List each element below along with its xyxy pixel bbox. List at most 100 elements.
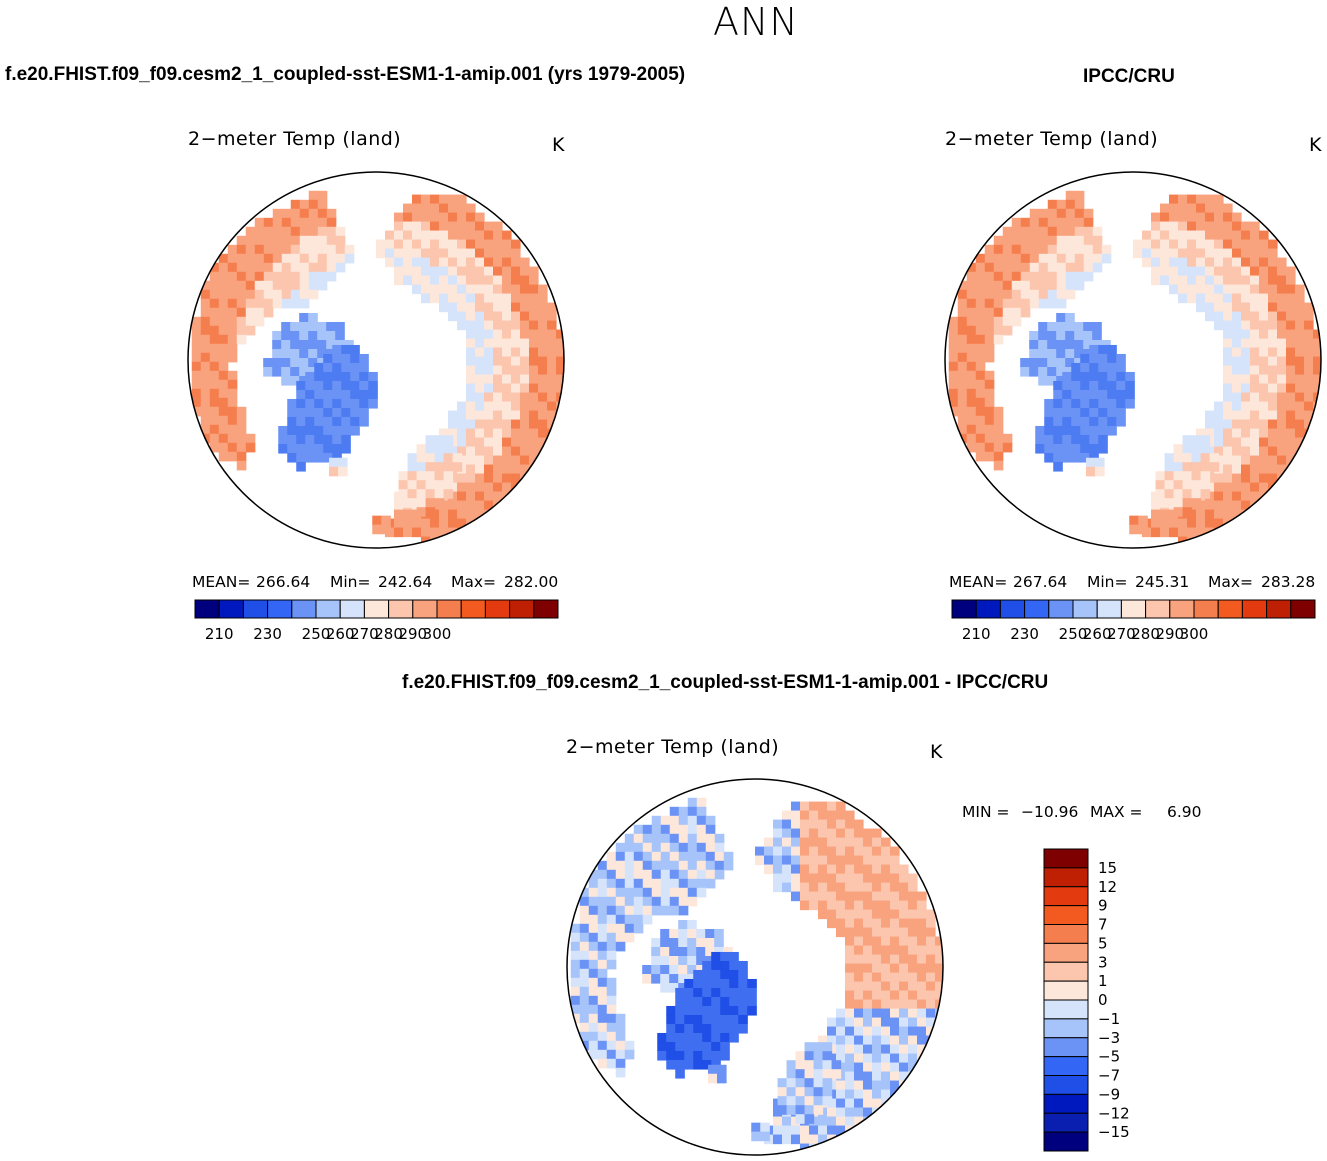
colorbar-swatch: [1043, 942, 1089, 963]
colorbar-tick-label: −1: [1098, 1010, 1120, 1028]
panel3-min-value: −10.96: [1021, 803, 1079, 821]
colorbar-tick-label: 290: [398, 625, 427, 643]
colorbar-tick-label: 1: [1098, 972, 1108, 990]
colorbar-tick-label: −15: [1098, 1123, 1130, 1141]
obs-title: IPCC/CRU: [1083, 66, 1175, 87]
panel2-min-label: Min=: [1087, 573, 1128, 591]
colorbar-tick-label: 300: [423, 625, 452, 643]
colorbar-tick-label: 3: [1098, 953, 1108, 971]
colorbar-tick-label: 290: [1155, 625, 1184, 643]
colorbar-swatch: [436, 599, 462, 619]
colorbar-swatch: [533, 599, 559, 619]
colorbar-swatch: [1043, 848, 1089, 869]
case-title: f.e20.FHIST.f09_f09.cesm2_1_coupled-sst-…: [5, 64, 686, 85]
colorbar-swatch: [509, 599, 535, 619]
panel2-mean-label: MEAN=: [949, 573, 1008, 591]
colorbar-tick-label: 5: [1098, 934, 1108, 952]
land-cells: [191, 190, 564, 547]
map-panel-3: [566, 778, 944, 1156]
colorbar-swatch: [1043, 905, 1089, 925]
colorbar-tick-label: −5: [1098, 1048, 1120, 1066]
panel1-units: K: [552, 134, 565, 156]
colorbar-swatch: [218, 599, 244, 619]
colorbar-swatch: [1290, 599, 1316, 619]
colorbar-swatch: [1043, 1075, 1089, 1095]
panel2-mean-value: 267.64: [1013, 573, 1068, 591]
colorbar-swatch: [951, 599, 977, 619]
colorbar-swatch: [1043, 924, 1089, 944]
colorbar-swatch: [1217, 599, 1243, 619]
colorbar-swatch: [999, 599, 1026, 619]
panel3-field-title: 2−meter Temp (land): [566, 736, 780, 758]
season-title: ANN: [713, 0, 799, 44]
colorbar-swatch: [291, 599, 317, 619]
colorbar-swatch: [363, 599, 390, 619]
colorbar-swatch: [194, 599, 220, 619]
colorbar-tick-label: 270: [350, 625, 379, 643]
panel1-min-label: Min=: [330, 573, 371, 591]
colorbar-swatch: [267, 599, 293, 619]
colorbar-swatch: [975, 599, 1001, 619]
colorbar-tick-label: 210: [962, 625, 991, 643]
panel2-field-title: 2−meter Temp (land): [945, 128, 1159, 150]
colorbar-tick-label: 9: [1098, 897, 1108, 915]
colorbar-swatch: [1169, 599, 1195, 619]
colorbar-tick-label: 260: [326, 625, 355, 643]
panel1-max-label: Max=: [451, 573, 497, 591]
colorbar-tick-label: 270: [1107, 625, 1136, 643]
colorbar-tick-label: 230: [1010, 625, 1039, 643]
colorbar-swatch: [412, 599, 438, 619]
colorbar-tick-label: 260: [1083, 625, 1112, 643]
colorbar-tick-label: 280: [374, 625, 403, 643]
panel3-max-value: 6.90: [1167, 803, 1202, 821]
colorbar-swatch: [1043, 1112, 1089, 1133]
colorbar-swatch: [1193, 599, 1219, 619]
colorbar-swatch: [1043, 999, 1089, 1020]
panel1-mean-label: MEAN=: [192, 573, 251, 591]
colorbar-swatch: [339, 599, 365, 619]
colorbar-swatch: [1043, 886, 1089, 907]
colorbar-swatch: [1043, 1018, 1089, 1039]
panel1-mean-value: 266.64: [256, 573, 311, 591]
colorbar-swatch: [315, 599, 341, 619]
colorbar-tick-label: 300: [1180, 625, 1209, 643]
colorbar-tick-label: −7: [1098, 1067, 1120, 1085]
colorbar-swatch: [1120, 599, 1147, 619]
map-border: [566, 778, 944, 1156]
colorbar-tick-label: 15: [1098, 859, 1117, 877]
map-border: [944, 171, 1322, 549]
colorbar-swatch: [1241, 599, 1268, 619]
panel3-max-label: MAX =: [1090, 803, 1143, 821]
diff-title: f.e20.FHIST.f09_f09.cesm2_1_coupled-sst-…: [402, 672, 1049, 693]
panel3-min-label: MIN =: [962, 803, 1010, 821]
panel3-units: K: [930, 741, 943, 763]
colorbar-tick-label: −3: [1098, 1029, 1120, 1047]
map-panel-2: [944, 171, 1322, 549]
colorbar-swatch: [1043, 961, 1089, 982]
colorbar-tick-label: 12: [1098, 878, 1117, 896]
colorbar-tick-label: −12: [1098, 1104, 1130, 1122]
map-border: [187, 171, 565, 549]
colorbar-swatch: [1024, 599, 1050, 619]
colorbar-tick-label: 0: [1098, 991, 1108, 1009]
colorbar-tick-label: −9: [1098, 1085, 1120, 1103]
colorbar-tick-label: 250: [1059, 625, 1088, 643]
colorbar-swatch: [1048, 599, 1074, 619]
panel2-min-value: 245.31: [1135, 573, 1190, 591]
colorbar-swatch: [1043, 867, 1089, 888]
colorbar-swatch: [484, 599, 511, 619]
colorbar-swatch: [1043, 980, 1089, 1001]
colorbar-swatch: [242, 599, 269, 619]
colorbar-tick-label: 250: [302, 625, 331, 643]
colorbar-swatch: [1096, 599, 1122, 619]
map-panel-1: [187, 171, 565, 549]
colorbar-swatch: [388, 599, 414, 619]
colorbar-tick-label: 230: [253, 625, 282, 643]
land-cells: [948, 190, 1321, 547]
panel1-field-title: 2−meter Temp (land): [188, 128, 402, 150]
colorbar-tick-label: 280: [1131, 625, 1160, 643]
colorbar-swatch: [1043, 1037, 1089, 1058]
